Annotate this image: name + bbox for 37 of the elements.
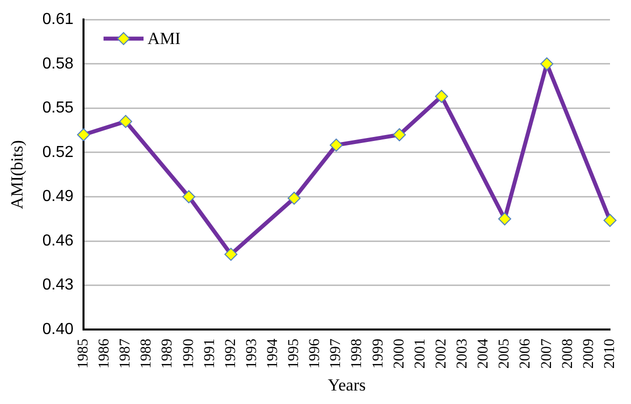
x-tick-label: 1990 [180, 338, 197, 369]
x-tick-label: 1991 [202, 338, 218, 369]
x-tick-label: 1999 [370, 338, 386, 369]
x-tick-label: 2003 [454, 338, 471, 369]
x-tick-label: 1997 [328, 338, 344, 369]
y-tick-label: 0.58 [42, 55, 74, 72]
x-tick-label: 1985 [75, 338, 92, 369]
x-tick-label: 1989 [160, 338, 176, 369]
x-axis-title: Years [328, 375, 366, 394]
x-tick-label: 1994 [265, 338, 282, 369]
y-tick-label: 0.55 [42, 100, 74, 117]
legend-label: AMI [148, 29, 181, 48]
x-tick-label: 2001 [412, 338, 428, 369]
x-tick-label: 2009 [580, 338, 597, 369]
y-tick-label: 0.61 [42, 11, 74, 28]
x-tick-label: 1987 [118, 338, 134, 369]
y-axis-title: AMI(bits) [8, 140, 27, 210]
x-tick-label: 2002 [433, 338, 450, 369]
x-tick-label: 1995 [286, 338, 302, 369]
x-tick-label: 2005 [496, 338, 513, 369]
x-tick-label: 2000 [391, 338, 408, 369]
x-tick-label: 2010 [602, 338, 618, 369]
y-tick-label: 0.40 [42, 321, 74, 338]
x-tick-label: 2006 [518, 338, 534, 369]
y-tick-label: 0.49 [42, 188, 74, 206]
y-tick-label: 0.43 [42, 276, 74, 294]
x-tick-label: 1996 [307, 338, 324, 369]
y-tick-label: 0.52 [42, 144, 74, 161]
x-tick-label: 1998 [349, 338, 366, 369]
x-tick-label: 1993 [244, 338, 260, 369]
x-tick-label: 2008 [560, 338, 576, 369]
x-tick-label: 1992 [222, 338, 239, 369]
x-tick-label: 2004 [476, 338, 492, 369]
y-tick-label: 0.46 [42, 232, 74, 250]
x-tick-label: 1986 [96, 338, 113, 369]
x-tick-label: 2007 [538, 338, 555, 369]
x-tick-label: 1988 [138, 338, 155, 369]
